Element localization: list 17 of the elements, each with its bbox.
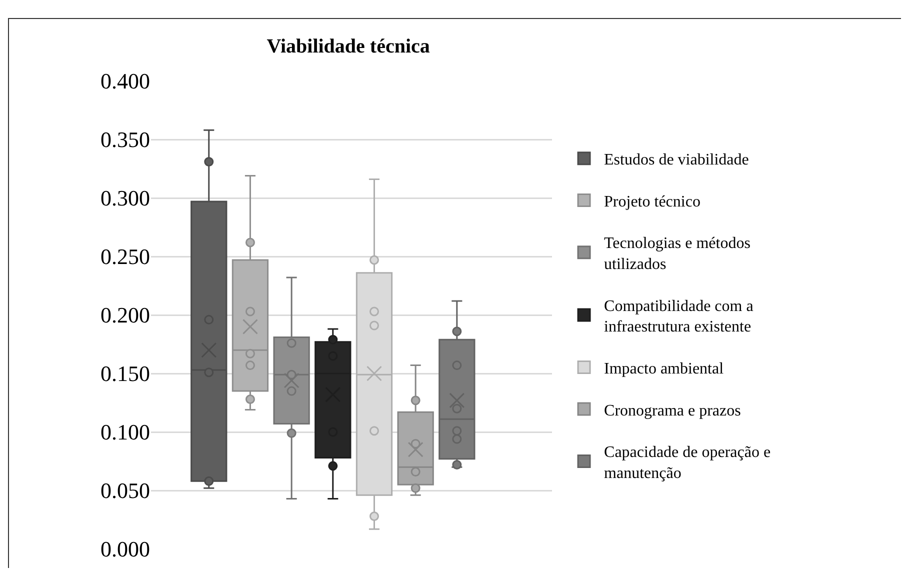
legend-label: Estudos de viabilidade [604, 152, 749, 169]
legend-label: Compatibilidade com a infraestrutura existente [604, 298, 754, 336]
y-tick-label: 0.000 [100, 536, 150, 562]
legend-label: Impacto ambiental [604, 360, 724, 378]
legend-label: Tecnologias e métodos utilizados [604, 235, 750, 274]
y-tick-label: 0.400 [100, 68, 150, 94]
legend-label: Cronograma e prazos [604, 402, 741, 420]
y-tick-label: 0.350 [100, 127, 150, 152]
y-tick-label: 0.300 [100, 186, 150, 211]
y-tick-label: 0.200 [100, 302, 150, 328]
y-tick-label: 0.150 [100, 361, 150, 386]
y-tick-label: 0.100 [100, 420, 150, 445]
chart-title: Viabilidade técnica [266, 35, 430, 58]
y-tick-label: 0.250 [100, 244, 150, 270]
legend-label: Capacidade de operação e manutenção [604, 444, 771, 482]
legend-label: Projeto técnico [604, 193, 700, 210]
y-tick-label: 0.050 [100, 478, 150, 504]
